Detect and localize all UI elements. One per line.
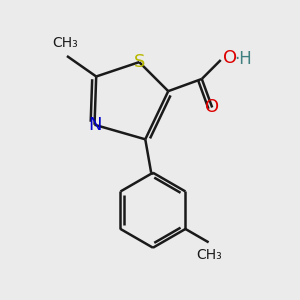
- Text: CH₃: CH₃: [196, 248, 221, 262]
- Text: S: S: [134, 53, 145, 71]
- Text: O: O: [223, 49, 237, 67]
- Text: CH₃: CH₃: [52, 36, 78, 50]
- Text: O: O: [205, 98, 219, 116]
- Text: ·H: ·H: [234, 50, 252, 68]
- Text: N: N: [88, 116, 101, 134]
